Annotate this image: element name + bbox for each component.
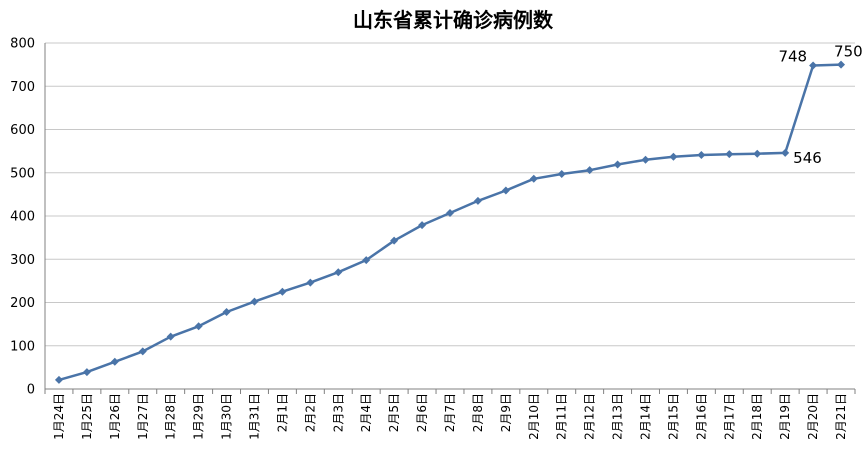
data-point: [725, 150, 734, 159]
data-point: [138, 347, 147, 356]
data-point: [473, 196, 482, 205]
data-point: [697, 151, 706, 160]
data-point: [82, 368, 91, 377]
y-tick-label: 0: [27, 383, 35, 398]
x-tick-label: 2月10日: [527, 393, 541, 440]
x-tick-label: 1月28日: [164, 393, 178, 440]
data-point: [110, 357, 119, 366]
y-tick-label: 600: [10, 123, 35, 138]
data-point: [362, 256, 371, 265]
y-tick-label: 200: [10, 296, 35, 311]
x-tick-label: 2月15日: [666, 393, 680, 440]
x-tick-label: 2月20日: [806, 393, 820, 440]
chart-title: 山东省累计确诊病例数: [353, 8, 554, 32]
axes: [44, 43, 856, 394]
y-tick-label: 500: [10, 166, 35, 181]
x-tick-label: 1月24日: [52, 393, 66, 440]
series-line: [54, 60, 846, 384]
data-point: [250, 297, 259, 306]
x-tick-label: 1月30日: [220, 393, 234, 440]
x-tick-label: 1月27日: [136, 393, 150, 440]
x-tick-label: 2月4日: [359, 393, 373, 432]
x-tick-label: 2月3日: [331, 393, 345, 432]
y-tick-label: 100: [10, 339, 35, 354]
data-label: 748: [778, 47, 807, 65]
data-point: [669, 152, 678, 161]
x-tick-label: 2月1日: [275, 393, 289, 432]
x-tick-label: 2月17日: [722, 393, 736, 440]
data-point: [641, 155, 650, 164]
data-point: [306, 278, 315, 287]
data-label: 750: [834, 43, 863, 61]
x-tick-label: 2月16日: [694, 393, 708, 440]
y-axis-ticks: 0 100 200 300 400 500 600 700 800: [10, 37, 35, 398]
data-point: [753, 149, 762, 158]
data-point: [222, 308, 231, 317]
x-tick-label: 2月9日: [499, 393, 513, 432]
x-tick-label: 1月26日: [108, 393, 122, 440]
data-point: [585, 166, 594, 175]
data-point: [390, 236, 399, 245]
x-tick-label: 2月8日: [471, 393, 485, 432]
data-point: [529, 174, 538, 183]
x-tick-label: 2月12日: [583, 393, 597, 440]
y-tick-label: 400: [10, 210, 35, 225]
x-tick-label: 2月14日: [639, 393, 653, 440]
data-point: [557, 170, 566, 179]
data-point: [446, 208, 454, 217]
x-tick-label: 2月6日: [415, 393, 429, 432]
data-point: [501, 186, 510, 195]
y-tick-label: 800: [10, 37, 35, 52]
x-tick-label: 2月19日: [778, 393, 792, 440]
x-tick-label: 2月5日: [387, 393, 401, 432]
data-label: 546: [793, 149, 822, 167]
x-tick-label: 2月2日: [303, 393, 317, 432]
data-labels: 546 748 750: [778, 43, 862, 167]
data-point: [418, 221, 427, 230]
x-tick-label: 1月25日: [80, 393, 94, 440]
x-tick-label: 2月11日: [555, 393, 569, 440]
x-tick-label: 2月13日: [611, 393, 625, 440]
data-point: [194, 322, 203, 331]
data-point: [613, 160, 622, 169]
y-tick-label: 300: [10, 253, 35, 268]
series-line-path: [58, 63, 842, 382]
data-point: [334, 268, 343, 277]
data-point: [837, 60, 846, 69]
data-point: [809, 61, 818, 70]
x-tick-label: 2月18日: [750, 393, 764, 440]
x-tick-label: 2月7日: [443, 393, 457, 432]
gridlines: [45, 42, 855, 347]
data-point: [166, 332, 175, 341]
x-tick-label: 1月29日: [192, 393, 206, 440]
x-axis-ticks: 1月24日 1月25日 1月26日 1月27日 1月28日 1月29日 1月30日 1月31日…: [52, 393, 848, 440]
x-tick-label: 2月21日: [834, 393, 848, 440]
data-point: [781, 148, 790, 157]
y-tick-label: 700: [10, 80, 35, 95]
data-point: [278, 287, 287, 296]
x-tick-label: 1月31日: [247, 393, 261, 440]
data-point: [54, 375, 63, 384]
